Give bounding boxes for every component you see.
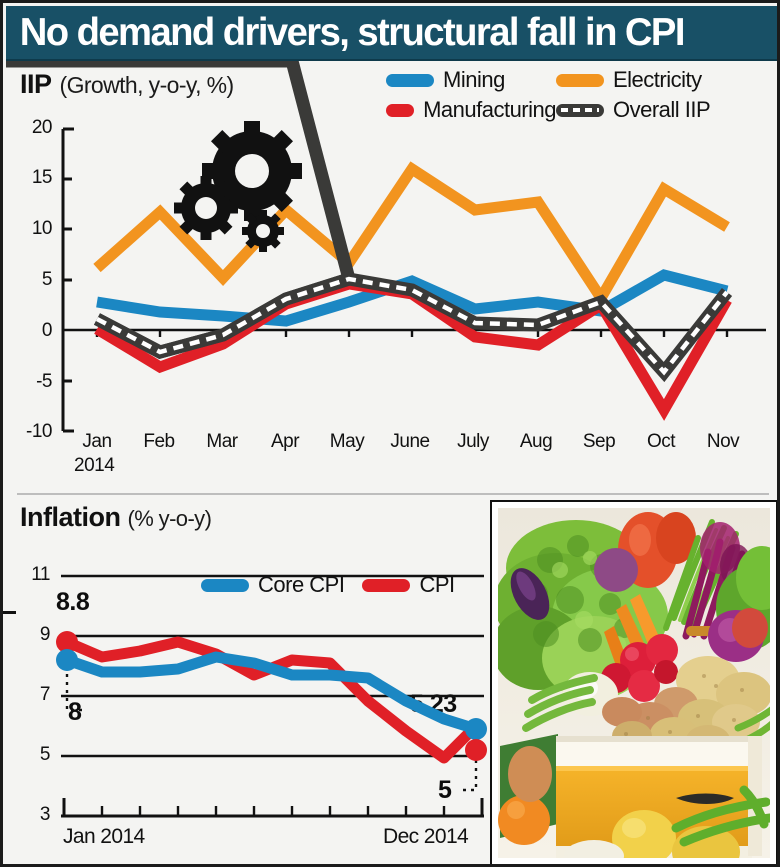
iip-series-mining — [96, 269, 729, 327]
header-bar: No demand drivers, structural fall in CP… — [6, 6, 777, 61]
iip-xtick-june: June — [390, 431, 430, 452]
inflation-chart-plot — [56, 574, 487, 818]
iip-ytick-0: 0 — [41, 320, 53, 341]
gears-icon — [174, 121, 302, 252]
inflation-title: Inflation (% y-o-y) — [20, 502, 212, 533]
left-edge-tick — [3, 611, 16, 614]
iip-xtick-aug: Aug — [519, 431, 553, 452]
iip-xtick-nov: Nov — [706, 431, 740, 452]
legend-swatch-mining — [386, 73, 434, 87]
iip-ytick-5: 5 — [41, 269, 53, 290]
marker-core-end — [465, 718, 487, 740]
iip-title: IIP (Growth, y-o-y, %) — [20, 69, 234, 100]
annotation-cpi-end: 5 — [438, 776, 452, 804]
legend-swatch-electricity — [556, 73, 604, 87]
legend-swatch-cpi — [362, 578, 411, 592]
iip-ytick-15: 15 — [31, 167, 53, 188]
marker-cpi-end — [465, 739, 487, 761]
iip-series-overall-iip-base — [93, 272, 733, 383]
iip-xtick-feb: Feb — [143, 431, 175, 452]
legend-item-mining: Mining — [386, 67, 556, 93]
legend-label-manufacturing: Manufacturing — [423, 97, 556, 122]
inflation-ytick-3: 3 — [39, 804, 51, 825]
iip-chart-plot — [6, 61, 766, 433]
inflation-title-sub: (% y-o-y) — [127, 506, 212, 531]
annotation-cpi-start: 8.8 — [56, 588, 90, 616]
inflation-ytick-5: 5 — [39, 744, 51, 765]
page-title: No demand drivers, structural fall in CP… — [19, 10, 686, 54]
inflation-xtick-marks — [62, 804, 484, 816]
iip-xtick-may: May — [329, 431, 365, 452]
photo-image — [498, 508, 770, 858]
inflation-ytick-9: 9 — [39, 624, 51, 645]
iip-xtick-mar: Mar — [206, 431, 238, 452]
inflation-title-strong: Inflation — [20, 502, 121, 532]
iip-xtick-july: July — [457, 431, 489, 452]
iip-axis — [61, 127, 74, 433]
iip-xaxis-year: 2014 — [74, 455, 115, 476]
iip-title-sub: (Growth, y-o-y, %) — [59, 72, 235, 98]
iip-series-electricity — [93, 161, 730, 309]
iip-ytick-neg5: -5 — [36, 371, 52, 392]
legend-swatch-manufacturing — [386, 103, 415, 117]
iip-xtick-oct: Oct — [646, 431, 676, 452]
legend-swatch-core-cpi — [201, 578, 249, 592]
legend-item-manufacturing: Manufacturing — [386, 97, 556, 123]
inflation-series-core-cpi — [61, 651, 482, 735]
legend-label-electricity: Electricity — [613, 67, 702, 92]
inflation-section: Inflation (% y-o-y) Core CPI CPI 11 9 7 … — [6, 498, 777, 864]
orange-fruit — [498, 795, 550, 845]
legend-swatch-overall-iip — [556, 103, 604, 117]
photo-illustration — [498, 508, 770, 858]
iip-legend: Mining Electricity Manufacturing Overall… — [386, 67, 776, 123]
inflation-ytick-11: 11 — [31, 564, 50, 585]
iip-ytick-20: 20 — [31, 117, 53, 138]
iip-ytick-neg10: -10 — [26, 421, 52, 442]
iip-ytick-10: 10 — [31, 218, 53, 239]
legend-label-overall-iip: Overall IIP — [613, 97, 711, 122]
legend-item-electricity: Electricity — [556, 67, 776, 93]
annotation-core-start: 8 — [68, 698, 82, 726]
iip-xtick-jan: Jan — [82, 431, 112, 452]
legend-label-mining: Mining — [443, 67, 505, 92]
section-divider — [17, 493, 769, 495]
iip-xtick-sep: Sep — [582, 431, 616, 452]
vegetables-crate-photo — [490, 500, 777, 864]
legend-item-overall-iip: Overall IIP — [556, 97, 776, 123]
inflation-gridlines — [61, 574, 484, 758]
annotation-leader-lines — [65, 658, 478, 792]
marker-cpi-start — [56, 631, 78, 653]
inflation-ytick-7: 7 — [39, 684, 51, 705]
inflation-xlabel-start: Jan 2014 — [63, 825, 145, 848]
marker-core-start — [56, 649, 78, 671]
iip-section: IIP (Growth, y-o-y, %) Mining Electricit… — [6, 61, 777, 491]
iip-title-strong: IIP — [20, 69, 52, 99]
iip-xtick-apr: Apr — [270, 431, 300, 452]
inflation-xlabel-end: Dec 2014 — [383, 825, 469, 848]
